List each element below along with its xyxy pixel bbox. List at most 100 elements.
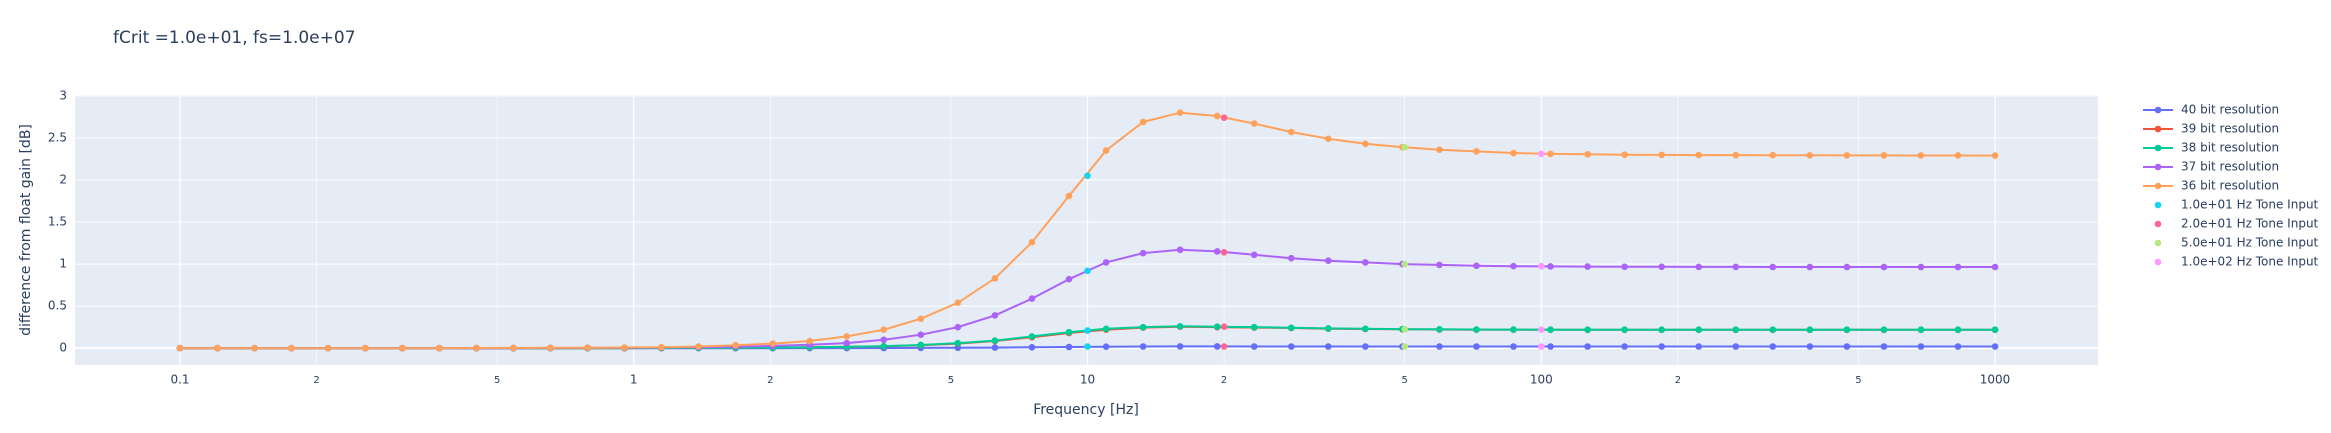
data-point (1621, 343, 1628, 350)
data-point (547, 344, 554, 352)
data-point (1732, 343, 1740, 350)
data-point (1917, 152, 1925, 159)
y-tick-label: 2 (59, 172, 67, 186)
legend-item[interactable]: 1.0e+02 Hz Tone Input (2154, 255, 2319, 269)
data-point (1139, 118, 1147, 126)
data-point (1547, 263, 1554, 270)
data-point (1401, 325, 1408, 333)
data-point (1991, 326, 1999, 333)
data-point (1732, 151, 1740, 159)
data-point (1287, 254, 1295, 262)
y-tick-label: 1 (59, 257, 67, 271)
legend-label: 1.0e+02 Hz Tone Input (2181, 255, 2319, 269)
legend-item[interactable]: 5.0e+01 Hz Tone Input (2154, 236, 2319, 250)
data-point (695, 343, 702, 350)
data-point (806, 337, 814, 345)
legend-label: 5.0e+01 Hz Tone Input (2181, 236, 2319, 250)
data-point (1510, 149, 1517, 157)
data-point (1695, 343, 1703, 350)
legend-item[interactable]: 37 bit resolution (2143, 160, 2279, 174)
legend-label: 2.0e+01 Hz Tone Input (2181, 217, 2319, 231)
data-point (1621, 151, 1628, 159)
x-tick-label: 5 (1402, 375, 1408, 386)
data-point (1621, 326, 1628, 333)
data-point (1880, 343, 1888, 350)
data-point (1176, 343, 1184, 350)
legend-item[interactable]: 40 bit resolution (2143, 103, 2279, 117)
data-point (1401, 143, 1408, 151)
data-point (1769, 326, 1777, 333)
chart-title: fCrit =1.0e+01, fs=1.0e+07 (113, 28, 356, 48)
data-point (954, 339, 962, 347)
data-point (1769, 151, 1777, 159)
x-tick-label: 2 (1675, 375, 1681, 386)
legend-marker (2154, 220, 2162, 228)
data-point (1436, 343, 1443, 350)
data-point (1547, 343, 1554, 350)
data-point (1695, 263, 1703, 271)
data-point (1324, 343, 1332, 350)
data-point (214, 344, 221, 352)
data-point (1084, 172, 1091, 180)
data-point (1102, 147, 1110, 154)
data-point (1537, 326, 1545, 333)
plot-background (75, 95, 2098, 365)
data-point (251, 344, 258, 352)
legend-label: 38 bit resolution (2181, 141, 2279, 155)
data-point (1220, 343, 1228, 350)
legend-marker (2154, 239, 2162, 247)
legend-item[interactable]: 36 bit resolution (2143, 179, 2279, 193)
data-point (1028, 344, 1036, 351)
data-point (473, 344, 480, 352)
data-point (1176, 109, 1184, 116)
data-point (732, 341, 739, 349)
data-point (1843, 152, 1851, 159)
data-point (324, 344, 332, 352)
data-point (621, 344, 628, 351)
x-tick-label: 0.1 (170, 373, 189, 387)
data-point (1537, 150, 1545, 158)
legend-item[interactable]: 39 bit resolution (2143, 122, 2279, 136)
legend-item[interactable]: 2.0e+01 Hz Tone Input (2154, 217, 2319, 231)
data-point (1102, 259, 1110, 266)
legend[interactable]: 40 bit resolution 39 bit resolution 38 bit… (2143, 103, 2319, 269)
data-point (1732, 263, 1740, 271)
data-point (1362, 259, 1369, 266)
data-point (1028, 238, 1036, 246)
data-point (1324, 325, 1332, 332)
data-point (1843, 326, 1851, 333)
data-point (1695, 326, 1703, 333)
data-point (1250, 323, 1258, 331)
data-point (1658, 151, 1665, 159)
data-point (1473, 262, 1480, 270)
data-point (1028, 295, 1036, 302)
legend-item[interactable]: 38 bit resolution (2143, 141, 2279, 155)
data-point (1917, 343, 1925, 350)
data-point (1287, 343, 1295, 350)
data-point (1362, 343, 1369, 350)
data-point (1658, 326, 1665, 333)
data-point (991, 312, 999, 319)
data-point (1510, 262, 1517, 270)
data-point (1917, 326, 1925, 333)
data-point (917, 315, 925, 323)
legend-item[interactable]: 1.0e+01 Hz Tone Input (2154, 198, 2319, 212)
data-point (584, 344, 591, 351)
y-tick-label: 0 (59, 341, 67, 355)
data-point (1084, 267, 1091, 275)
data-point (1473, 343, 1480, 350)
data-point (1220, 248, 1228, 256)
data-point (880, 326, 888, 333)
data-point (1065, 343, 1073, 351)
data-point (1362, 325, 1369, 333)
data-point (1250, 251, 1258, 259)
data-point (436, 344, 443, 352)
legend-label: 39 bit resolution (2181, 122, 2279, 136)
data-point (843, 339, 851, 347)
x-axis-title: Frequency [Hz] (1033, 402, 1139, 418)
data-point (917, 331, 925, 339)
x-tick-label: 1 (630, 373, 638, 387)
data-point (1287, 128, 1295, 136)
y-tick-label: 2.5 (48, 130, 67, 144)
data-point (1084, 327, 1091, 334)
